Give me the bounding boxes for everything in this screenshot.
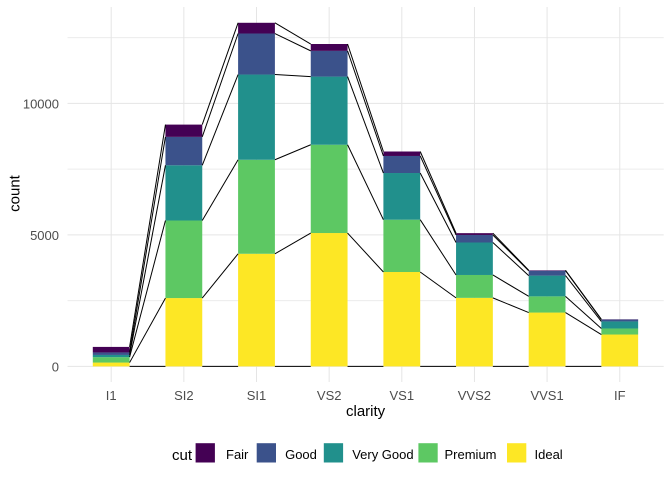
svg-text:0: 0 — [52, 359, 59, 374]
svg-text:Good: Good — [285, 447, 317, 462]
svg-text:I1: I1 — [106, 388, 117, 403]
svg-text:VS2: VS2 — [317, 388, 342, 403]
svg-text:cut: cut — [172, 447, 193, 464]
svg-text:clarity: clarity — [346, 403, 386, 420]
svg-text:SI1: SI1 — [247, 388, 267, 403]
svg-text:VVS1: VVS1 — [530, 388, 563, 403]
svg-text:VVS2: VVS2 — [458, 388, 491, 403]
svg-text:Premium: Premium — [445, 447, 497, 462]
svg-text:count: count — [7, 174, 24, 212]
svg-text:Ideal: Ideal — [535, 447, 563, 462]
svg-text:VS1: VS1 — [390, 388, 415, 403]
svg-text:SI2: SI2 — [174, 388, 194, 403]
svg-text:10000: 10000 — [23, 96, 59, 111]
svg-text:Fair: Fair — [226, 447, 249, 462]
svg-text:IF: IF — [614, 388, 626, 403]
svg-text:Very Good: Very Good — [352, 447, 413, 462]
svg-text:5000: 5000 — [30, 228, 59, 243]
